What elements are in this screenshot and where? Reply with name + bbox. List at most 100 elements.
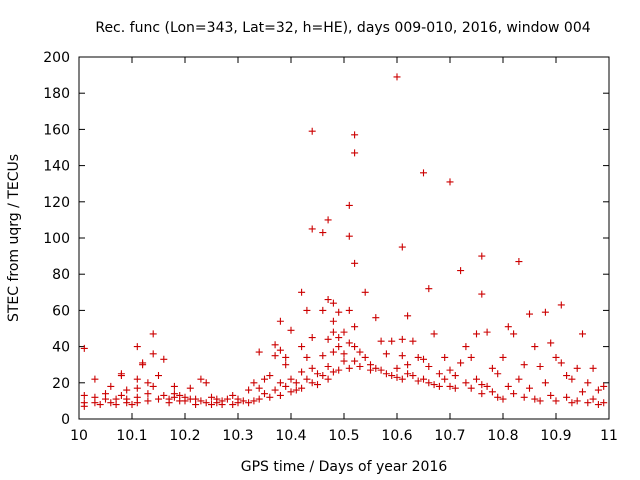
data-point — [552, 397, 560, 405]
data-point — [329, 348, 337, 356]
data-point — [250, 397, 258, 405]
data-point — [107, 382, 115, 390]
data-point — [149, 330, 157, 338]
data-point — [393, 373, 401, 381]
data-point — [303, 375, 311, 383]
y-tick-label: 160 — [43, 122, 70, 138]
data-point — [133, 375, 141, 383]
data-point — [499, 353, 507, 361]
data-point — [245, 399, 253, 407]
y-tick-label: 200 — [43, 50, 70, 66]
x-tick-label: 10.1 — [116, 428, 147, 444]
data-point — [382, 350, 390, 358]
data-point — [600, 382, 608, 390]
data-point — [467, 353, 475, 361]
x-tick-label: 10.3 — [222, 428, 253, 444]
data-point — [367, 366, 374, 374]
data-point — [345, 339, 353, 347]
data-point — [589, 395, 597, 403]
data-point — [473, 375, 480, 383]
data-point — [478, 252, 486, 260]
data-point — [531, 395, 539, 403]
data-point — [568, 375, 576, 383]
data-point — [102, 390, 109, 398]
data-point — [181, 393, 189, 401]
data-point — [351, 259, 359, 267]
data-point — [117, 372, 125, 380]
data-point — [345, 364, 353, 372]
data-point — [155, 372, 162, 380]
data-point — [329, 317, 337, 325]
data-point — [160, 391, 168, 399]
data-point — [165, 395, 173, 403]
data-point — [144, 397, 152, 405]
data-point — [404, 370, 412, 378]
data-point — [298, 343, 306, 351]
data-point — [324, 296, 332, 304]
data-point — [351, 357, 359, 365]
data-point — [393, 364, 401, 372]
data-point — [324, 375, 332, 383]
y-tick-label: 140 — [43, 159, 70, 175]
data-point — [112, 401, 120, 409]
data-point — [335, 366, 343, 374]
data-point — [266, 393, 274, 401]
data-point — [202, 379, 210, 387]
data-point — [155, 395, 162, 403]
data-point — [351, 131, 359, 139]
data-point — [329, 299, 337, 307]
data-point — [245, 386, 253, 394]
data-point — [494, 370, 502, 378]
data-point — [308, 379, 316, 387]
data-point — [504, 323, 512, 331]
data-point — [441, 375, 449, 383]
data-point — [351, 343, 359, 351]
data-point — [335, 308, 343, 316]
data-point — [239, 397, 247, 405]
data-point — [276, 346, 284, 354]
data-point — [441, 353, 449, 361]
data-point — [446, 366, 454, 374]
data-point — [579, 388, 586, 396]
data-point — [547, 391, 555, 399]
data-point — [80, 391, 88, 399]
data-point — [594, 386, 602, 394]
data-point — [430, 381, 438, 389]
data-point — [329, 368, 337, 376]
data-point — [563, 372, 571, 380]
data-point — [345, 306, 353, 314]
data-point — [123, 386, 131, 394]
data-point — [250, 379, 258, 387]
data-point — [160, 355, 168, 363]
data-point — [483, 328, 491, 336]
x-tick-label: 10.5 — [328, 428, 359, 444]
data-point — [335, 343, 343, 351]
y-tick-label: 80 — [52, 267, 70, 283]
data-point — [504, 382, 512, 390]
data-point — [467, 384, 475, 392]
data-point — [303, 353, 311, 361]
data-point — [404, 312, 412, 320]
data-point — [435, 370, 443, 378]
data-point — [149, 382, 157, 390]
data-point — [139, 361, 147, 369]
data-point — [149, 350, 157, 358]
data-point — [563, 393, 571, 401]
data-point — [510, 330, 518, 338]
data-point — [117, 391, 125, 399]
data-point — [536, 363, 544, 371]
x-axis-ticks: 10 10.1 10.2 10.3 10.4 10.5 10.6 10.7 10.8 10.9 11 — [70, 57, 618, 444]
data-point — [298, 384, 306, 392]
data-point — [510, 390, 518, 398]
data-point — [144, 379, 152, 387]
data-point — [229, 401, 237, 409]
data-point — [80, 344, 88, 352]
data-point — [287, 326, 295, 334]
data-point — [520, 361, 528, 369]
data-point — [298, 368, 306, 376]
data-point — [573, 397, 581, 405]
data-point — [340, 328, 348, 336]
data-point — [457, 267, 465, 275]
data-point — [144, 390, 152, 398]
data-point — [356, 348, 364, 356]
